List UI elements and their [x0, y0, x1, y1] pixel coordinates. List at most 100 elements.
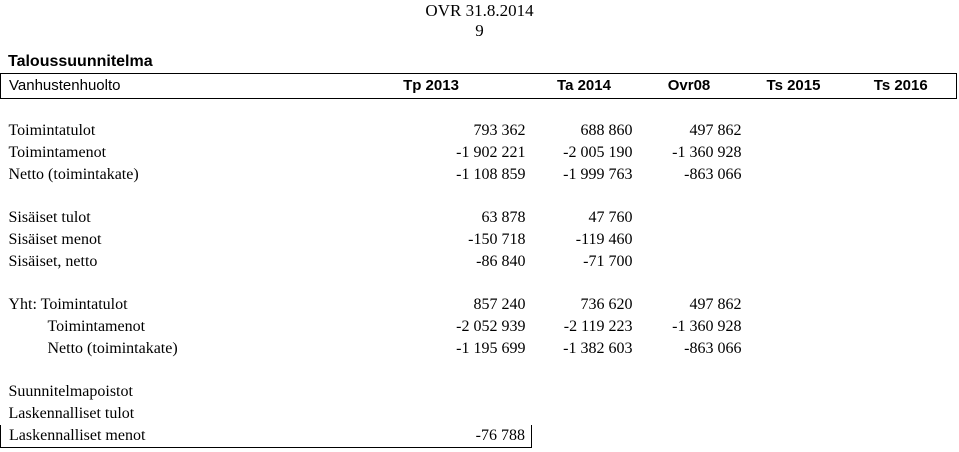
row-label: Toimintamenot [8, 144, 107, 161]
value-cell: -863 066 [684, 340, 742, 357]
value-cell: 63 878 [481, 209, 526, 226]
row-label: Netto (toimintakate) [47, 340, 178, 357]
value-cell [846, 207, 957, 229]
value-cell [742, 316, 846, 338]
value-cell: -71 700 [583, 253, 633, 270]
value-cell [532, 425, 637, 448]
value-cell [846, 164, 957, 186]
table-row: Laskennalliset tulot [1, 403, 957, 425]
value-cell [637, 229, 742, 251]
row-label: Laskennalliset tulot [8, 405, 135, 422]
value-cell: -2 052 939 [456, 318, 526, 335]
value-cell: -2 005 190 [563, 144, 633, 161]
table-row: Netto (toimintakate) -1 195 699 -1 382 6… [1, 338, 957, 360]
value-cell [846, 142, 957, 164]
value-cell: 736 620 [580, 296, 633, 313]
value-cell [742, 381, 846, 403]
table-row: Suunnitelmapoistot [1, 381, 957, 403]
column-header: Ts 2015 [741, 73, 846, 99]
value-cell [846, 316, 957, 338]
column-header: Ovr08 [636, 73, 742, 99]
value-cell [742, 425, 846, 448]
value-cell: -1 382 603 [563, 340, 633, 357]
value-cell [742, 164, 846, 186]
value-cell: 793 362 [473, 122, 526, 139]
value-cell: -119 460 [575, 231, 633, 248]
column-header: Ts 2016 [845, 73, 957, 99]
row-label: Suunnitelmapoistot [8, 383, 133, 400]
column-header: Tp 2013 [330, 73, 532, 99]
value-cell: -1 360 928 [672, 144, 742, 161]
budget-table: Vanhustenhuolto Tp 2013 Ta 2014 Ovr08 Ts… [0, 73, 957, 448]
value-cell [331, 381, 532, 403]
value-cell [846, 229, 957, 251]
value-cell [637, 251, 742, 273]
row-label: Toimintamenot [47, 318, 146, 335]
value-cell: 688 860 [580, 122, 633, 139]
value-cell: 497 862 [689, 122, 742, 139]
value-cell: -86 840 [476, 253, 526, 270]
table-row: Toimintamenot -2 052 939 -2 119 223 -1 3… [1, 316, 957, 338]
table-row: Toimintamenot -1 902 221 -2 005 190 -1 3… [1, 142, 957, 164]
value-cell: -863 066 [684, 166, 742, 183]
value-cell [742, 294, 846, 316]
value-cell [742, 142, 846, 164]
row-label: Netto (toimintakate) [8, 166, 139, 183]
section-title: Taloussuunnitelma [8, 53, 153, 70]
value-cell [846, 251, 957, 273]
row-label: Laskennalliset menot [0, 425, 331, 448]
value-cell [637, 403, 742, 425]
spacer-row [1, 186, 957, 207]
value-cell [532, 403, 637, 425]
value-cell: -1 108 859 [456, 166, 526, 183]
table-row: Sisäiset, netto -86 840 -71 700 [1, 251, 957, 273]
value-cell: 47 760 [588, 209, 633, 226]
value-cell [846, 425, 957, 448]
value-cell: -76 788 [330, 425, 532, 448]
value-cell: -150 718 [468, 231, 526, 248]
column-header: Ta 2014 [531, 73, 637, 99]
value-cell [532, 381, 637, 403]
value-cell [742, 251, 846, 273]
value-cell: 497 862 [689, 296, 742, 313]
value-cell: 857 240 [473, 296, 526, 313]
row-label: Yht: Toimintatulot [8, 296, 128, 313]
row-label: Sisäiset, netto [8, 253, 98, 270]
spacer-row [1, 273, 957, 294]
value-cell [742, 403, 846, 425]
spacer-row [1, 99, 957, 121]
table-label-header: Vanhustenhuolto [0, 73, 331, 99]
value-cell: -2 119 223 [563, 318, 633, 335]
value-cell [637, 425, 742, 448]
value-cell: -1 999 763 [563, 166, 633, 183]
value-cell [846, 338, 957, 360]
table-row: Laskennalliset menot -76 788 [0, 425, 957, 448]
document-title: OVR 31.8.2014 [425, 1, 534, 20]
table-row: Yht: Toimintatulot 857 240 736 620 497 8… [1, 294, 957, 316]
value-cell: -1 195 699 [456, 340, 526, 357]
table-header-row: Vanhustenhuolto Tp 2013 Ta 2014 Ovr08 Ts… [0, 73, 957, 99]
row-label: Sisäiset tulot [8, 209, 91, 226]
value-cell [846, 294, 957, 316]
value-cell [742, 207, 846, 229]
value-cell [742, 120, 846, 142]
table-row: Sisäiset tulot 63 878 47 760 [1, 207, 957, 229]
table-row: Netto (toimintakate) -1 108 859 -1 999 7… [1, 164, 957, 186]
table-row: Toimintatulot 793 362 688 860 497 862 [1, 120, 957, 142]
value-cell [742, 338, 846, 360]
table-row: Sisäiset menot -150 718 -119 460 [1, 229, 957, 251]
value-cell: -1 360 928 [672, 318, 742, 335]
value-cell [331, 403, 532, 425]
row-label: Toimintatulot [8, 122, 96, 139]
value-cell [846, 120, 957, 142]
value-cell [846, 403, 957, 425]
spacer-row [1, 360, 957, 381]
value-cell [637, 381, 742, 403]
page-number: 9 [475, 21, 484, 40]
value-cell [742, 229, 846, 251]
value-cell [846, 381, 957, 403]
value-cell: -1 902 221 [456, 144, 526, 161]
row-label: Sisäiset menot [8, 231, 102, 248]
value-cell [637, 207, 742, 229]
